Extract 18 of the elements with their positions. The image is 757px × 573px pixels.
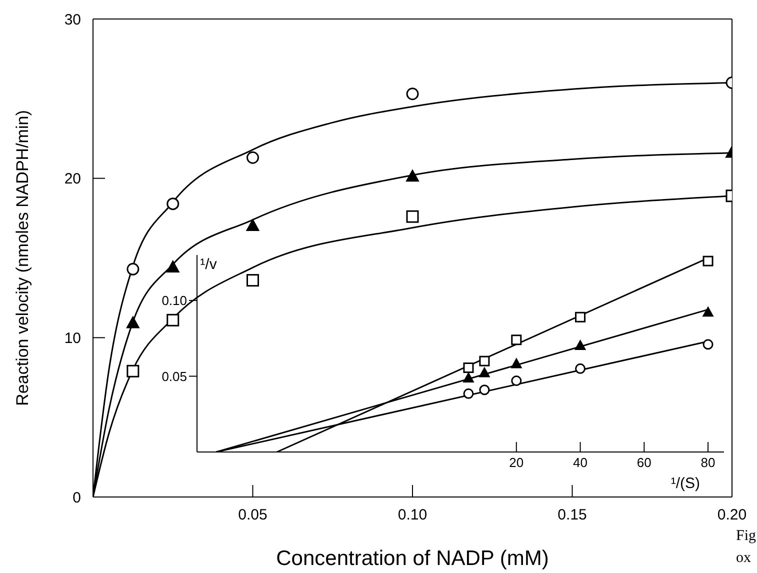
x-tick-label: 80 <box>700 455 716 470</box>
y-tick-label: 20 <box>64 170 81 188</box>
x-tick-label: 0.10 <box>398 506 428 524</box>
x-tick-label: 0.20 <box>717 506 747 524</box>
y-axis-title: Reaction velocity (nmoles NADPH/min) <box>13 110 32 406</box>
y-tick-label: 10 <box>64 330 81 347</box>
x-axis-title: ¹/(S) <box>670 475 700 492</box>
text: ox <box>736 550 751 567</box>
x-tick-label: 20 <box>509 455 524 470</box>
x-tick-label: 0.05 <box>238 506 268 524</box>
y-tick-label: 30 <box>64 11 81 28</box>
text: Fig <box>736 528 756 545</box>
x-tick-label: 0.15 <box>558 506 587 524</box>
y-axis-title: ¹/v <box>200 256 218 273</box>
y-tick-label: 0 <box>72 489 81 506</box>
x-tick-label: 40 <box>573 455 588 470</box>
x-axis-title: Concentration of NADP (mM) <box>276 547 549 570</box>
x-tick-label: 60 <box>636 455 652 470</box>
